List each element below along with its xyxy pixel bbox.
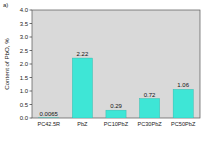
y-axis-label: Content of PbO, %	[3, 38, 10, 90]
data-label: 1.06	[177, 82, 189, 88]
y-tick-label: 2.5	[20, 48, 29, 54]
bar	[39, 117, 59, 118]
y-tick	[30, 37, 33, 38]
y-tick	[30, 23, 33, 24]
chart: 0.0 0.5 1.0 1.5 2.0 2.5 3.0 3.5 4.0 0.0065 PC42.5R…	[0, 0, 205, 146]
y-tick-label: 3.5	[20, 21, 29, 27]
data-label: 0.0065	[40, 111, 59, 117]
x-tick-label: PC10PbZ	[104, 121, 129, 127]
x-tick-label: PbZ	[77, 121, 88, 127]
bar	[140, 99, 160, 118]
y-tick	[30, 64, 33, 65]
bar	[72, 58, 92, 118]
y-tick-label: 0.0	[20, 115, 29, 121]
data-label: 2.22	[77, 51, 89, 57]
x-tick-label: PC42.5R	[37, 121, 60, 127]
y-tick-label: 4.0	[20, 7, 29, 13]
y-tick	[30, 50, 33, 51]
y-tick-label: 2.0	[20, 61, 29, 67]
y-tick-label: 1.0	[20, 88, 29, 94]
bar	[173, 89, 193, 118]
title: a)	[3, 2, 8, 8]
y-tick	[30, 118, 33, 119]
bars	[39, 58, 194, 118]
x-tick-label: PC30PbZ	[137, 121, 162, 127]
y-tick	[30, 104, 33, 105]
y-tick	[30, 91, 33, 92]
y-tick	[30, 77, 33, 78]
y-tick-label: 1.5	[20, 75, 29, 81]
y-tick	[30, 10, 33, 11]
y-tick-label: 3.0	[20, 34, 29, 40]
data-label: 0.29	[110, 103, 122, 109]
y-tick-label: 0.5	[20, 102, 29, 108]
bar	[106, 110, 126, 118]
plot-area	[32, 10, 200, 118]
x-tick-label: PC50PbZ	[171, 121, 196, 127]
data-label: 0.72	[144, 92, 156, 98]
